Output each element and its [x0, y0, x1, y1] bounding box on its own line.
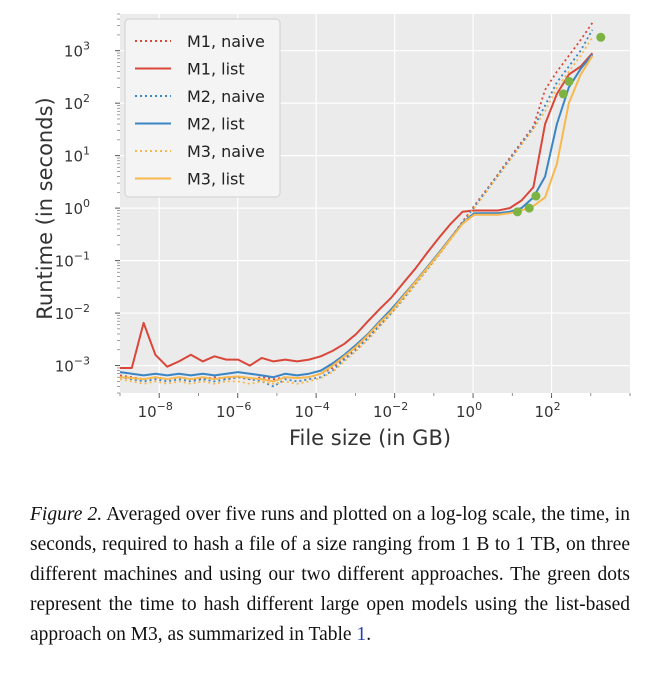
x-tick-label: 10−4	[294, 400, 329, 421]
series-line	[120, 52, 594, 369]
model-dot	[558, 89, 568, 99]
model-dots	[512, 32, 606, 217]
runtime-chart: 10−8 10−6 10−4 10−2 100 102 10−3 10−2 10−1 100 101…	[33, 13, 631, 450]
model-dot	[531, 191, 541, 201]
y-tick-label: 10−1	[55, 250, 90, 271]
y-tick-label: 10−2	[55, 302, 90, 323]
y-axis-label: Runtime (in seconds)	[33, 97, 57, 319]
model-dot	[512, 207, 522, 217]
caption-text: Averaged over five runs and plotted on a…	[30, 504, 630, 645]
caption-tail: .	[366, 624, 372, 645]
x-tick-label: 10−8	[138, 400, 173, 421]
x-tick-label: 100	[456, 400, 482, 421]
legend-label: M3, list	[187, 170, 245, 189]
model-dot	[564, 76, 574, 86]
y-tick-label: 100	[64, 197, 90, 218]
grid	[120, 14, 630, 393]
axes: 10−8 10−6 10−4 10−2 100 102 10−3 10−2 10−1 100 101…	[55, 13, 631, 421]
legend-box	[124, 18, 281, 198]
legend-label: M1, list	[187, 60, 245, 79]
legend-label: M2, naive	[187, 87, 265, 106]
y-tick-label: 101	[64, 145, 90, 166]
x-tick-label: 10−2	[373, 400, 408, 421]
table-reference-link[interactable]: 1	[356, 624, 367, 645]
y-tick-label: 103	[64, 40, 90, 61]
legend-label: M2, list	[187, 115, 245, 134]
model-dot	[524, 203, 534, 213]
x-tick-label: 10−6	[216, 400, 251, 421]
model-dot	[596, 32, 606, 42]
figure-caption: Figure 2. Averaged over five runs and pl…	[30, 500, 630, 650]
x-axis-label: File size (in GB)	[289, 426, 451, 450]
chart-svg: 10−8 10−6 10−4 10−2 100 102 10−3 10−2 10−1 100 101…	[33, 13, 631, 450]
y-tick-label: 102	[64, 92, 90, 113]
legend-label: M1, naive	[187, 32, 265, 51]
series-line	[119, 36, 594, 385]
y-tick-label: 10−3	[55, 355, 90, 376]
legend: M1, naive M1, list M2, naive M2, list M3, na…	[124, 18, 281, 198]
x-tick-label: 102	[534, 400, 560, 421]
legend-label: M3, naive	[187, 142, 265, 161]
caption-label: Figure 2.	[30, 504, 103, 525]
